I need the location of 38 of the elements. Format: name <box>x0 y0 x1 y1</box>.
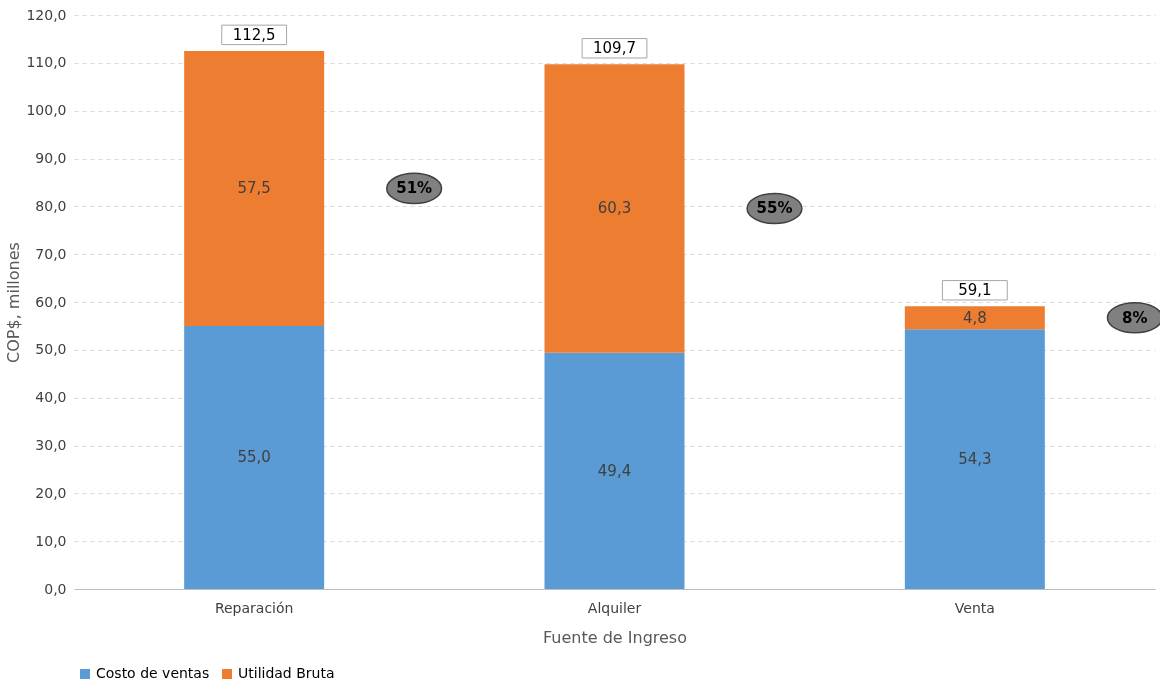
data-label: 4,8 <box>962 308 987 327</box>
x-tick-label: Venta <box>954 599 995 616</box>
total-label: 59,1 <box>958 281 992 300</box>
y-tick-label: 80,0 <box>35 197 67 214</box>
y-tick-label: 110,0 <box>26 54 67 71</box>
y-tick-label: 100,0 <box>26 102 67 119</box>
data-label: 55,0 <box>237 448 271 467</box>
annotation: 55% <box>756 199 793 218</box>
y-tick-label: 0,0 <box>44 580 67 597</box>
legend-label: Costo de ventas <box>96 665 210 681</box>
total-label: 112,5 <box>232 25 276 44</box>
y-tick-label: 90,0 <box>35 150 67 166</box>
x-axis-title: Fuente de Ingreso <box>543 627 687 647</box>
annotation: 8% <box>1122 308 1148 327</box>
y-tick-label: 70,0 <box>35 245 67 262</box>
y-axis-title: COP$, millones <box>4 242 24 363</box>
y-tick-label: 50,0 <box>35 341 67 358</box>
data-label: 57,5 <box>237 179 271 198</box>
bar <box>544 64 685 353</box>
data-label: 60,3 <box>597 199 632 218</box>
bar <box>184 325 325 589</box>
annotation: 51% <box>396 179 433 198</box>
x-tick-label: Alquiler <box>587 599 642 616</box>
bar <box>544 352 685 589</box>
legend-label: Utilidad Bruta <box>238 665 335 681</box>
data-label: 49,4 <box>597 461 632 480</box>
y-tick-label: 40,0 <box>35 389 67 406</box>
bar <box>904 306 1045 330</box>
total-label: 109,7 <box>593 39 636 58</box>
y-tick-label: 10,0 <box>35 532 67 549</box>
bar <box>184 50 325 326</box>
y-tick-label: 120,0 <box>26 6 67 23</box>
x-tick-label: Reparación <box>214 599 294 616</box>
y-tick-label: 60,0 <box>35 293 67 310</box>
bar <box>904 329 1045 589</box>
y-tick-label: 20,0 <box>35 484 67 501</box>
y-tick-label: 30,0 <box>35 437 67 453</box>
data-label: 54,3 <box>958 450 992 469</box>
